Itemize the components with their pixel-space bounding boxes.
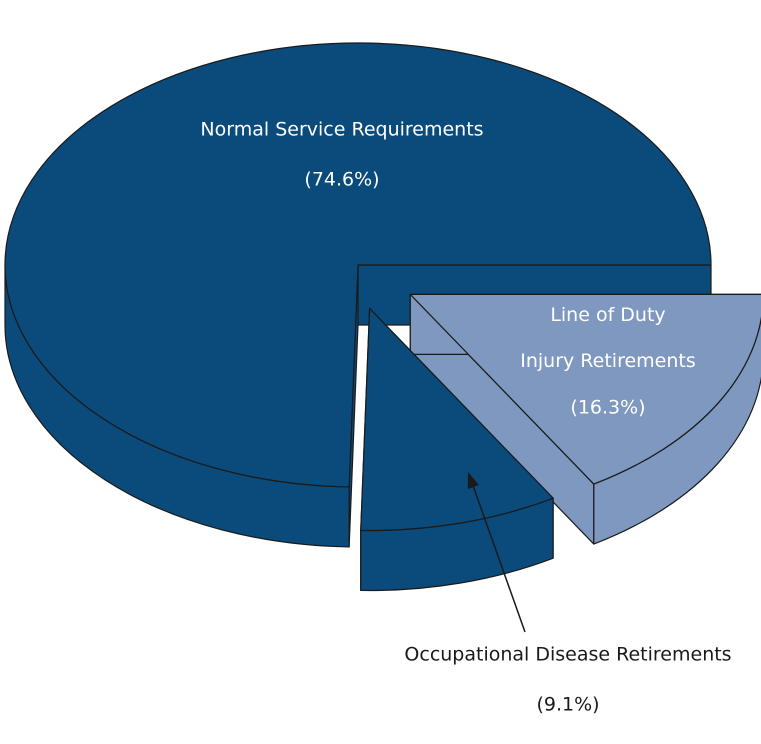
pie: [4, 42, 761, 592]
label-line: Line of Duty: [550, 304, 665, 326]
slice-top: [4, 42, 712, 488]
arrow-head: [467, 472, 480, 490]
value-label: (9.1%): [536, 694, 599, 716]
slice-label: Normal Service Requirements: [200, 119, 483, 141]
slice-label: Occupational Disease Retirements: [404, 644, 731, 666]
value-label: (74.6%): [304, 169, 379, 191]
slice: [409, 293, 761, 545]
labels: Normal Service Requirements (74.6%) Occupa…: [200, 119, 731, 716]
slice-top: [360, 307, 554, 532]
slice-label: Line of Duty Injury Retirements: [520, 304, 696, 372]
value-label: (16.3%): [570, 397, 645, 419]
label-line: Injury Retirements: [520, 350, 696, 372]
slice: [360, 307, 554, 592]
leader-line: [470, 479, 526, 633]
